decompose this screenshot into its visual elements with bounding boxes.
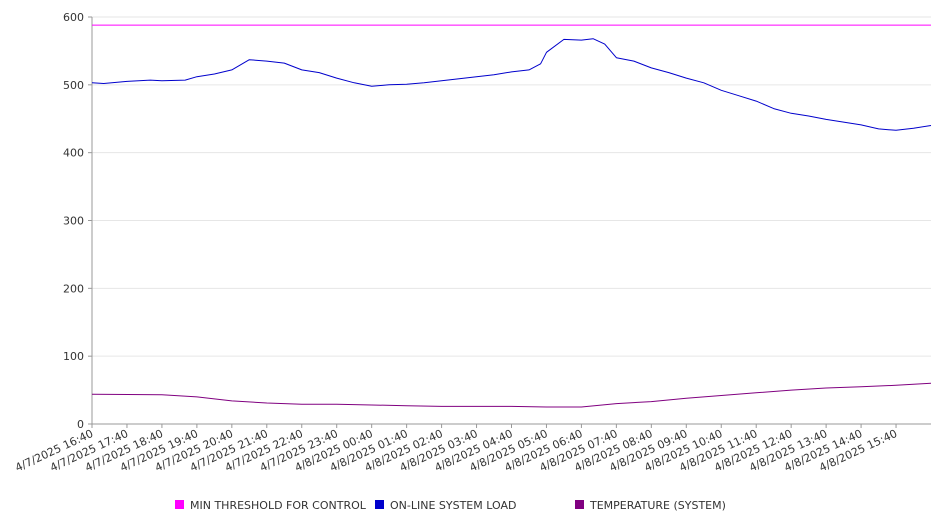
legend-swatch bbox=[375, 500, 384, 509]
series-line-temperature-system bbox=[91, 382, 932, 408]
legend-swatch bbox=[175, 500, 184, 509]
legend-label: TEMPERATURE (SYSTEM) bbox=[589, 499, 726, 512]
axes bbox=[88, 16, 931, 428]
legend-label: MIN THRESHOLD FOR CONTROL bbox=[190, 499, 367, 512]
series-line-on-line-system-load bbox=[91, 38, 932, 131]
gridlines bbox=[92, 16, 931, 357]
series-lines bbox=[91, 24, 932, 408]
y-tick-label: 300 bbox=[63, 215, 84, 228]
y-tick-label: 200 bbox=[63, 282, 84, 295]
y-tick-label: 100 bbox=[63, 350, 84, 363]
legend: MIN THRESHOLD FOR CONTROL ON-LINE SYSTEM … bbox=[175, 499, 726, 512]
legend-label: ON-LINE SYSTEM LOAD bbox=[390, 499, 516, 512]
y-axis-ticks: 0 100 200 300 400 500 600 bbox=[63, 11, 84, 431]
y-tick-label: 600 bbox=[63, 11, 84, 24]
x-axis-ticks: 4/7/2025 16:404/7/2025 17:404/7/2025 18:… bbox=[13, 427, 899, 475]
y-tick-label: 0 bbox=[77, 418, 84, 431]
y-tick-label: 400 bbox=[63, 147, 84, 160]
legend-swatch bbox=[575, 500, 584, 509]
y-tick-label: 500 bbox=[63, 79, 84, 92]
